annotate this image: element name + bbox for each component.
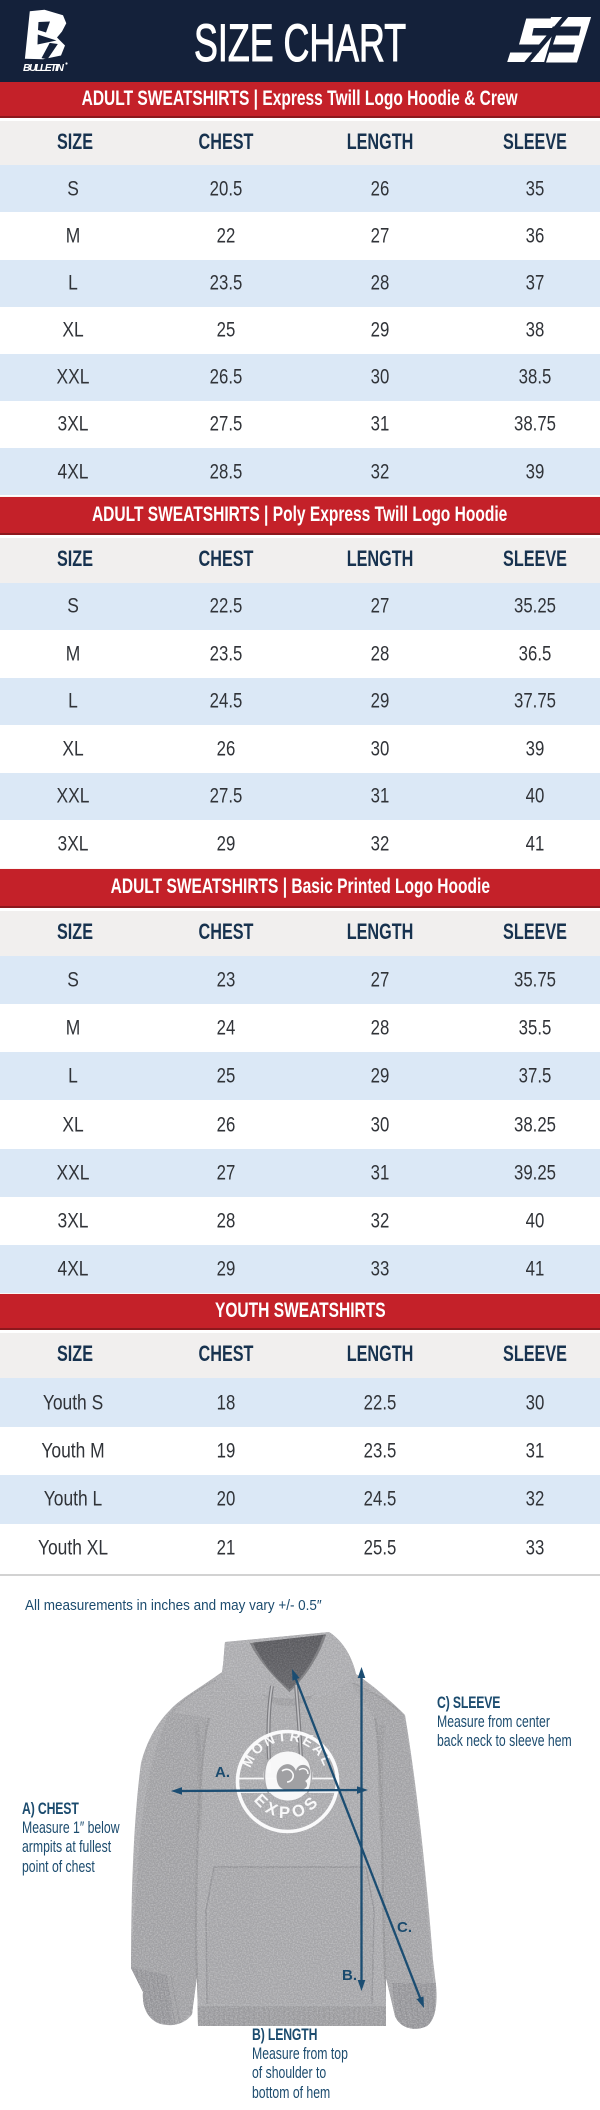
svg-text:BULLETIN: BULLETIN bbox=[23, 62, 64, 74]
